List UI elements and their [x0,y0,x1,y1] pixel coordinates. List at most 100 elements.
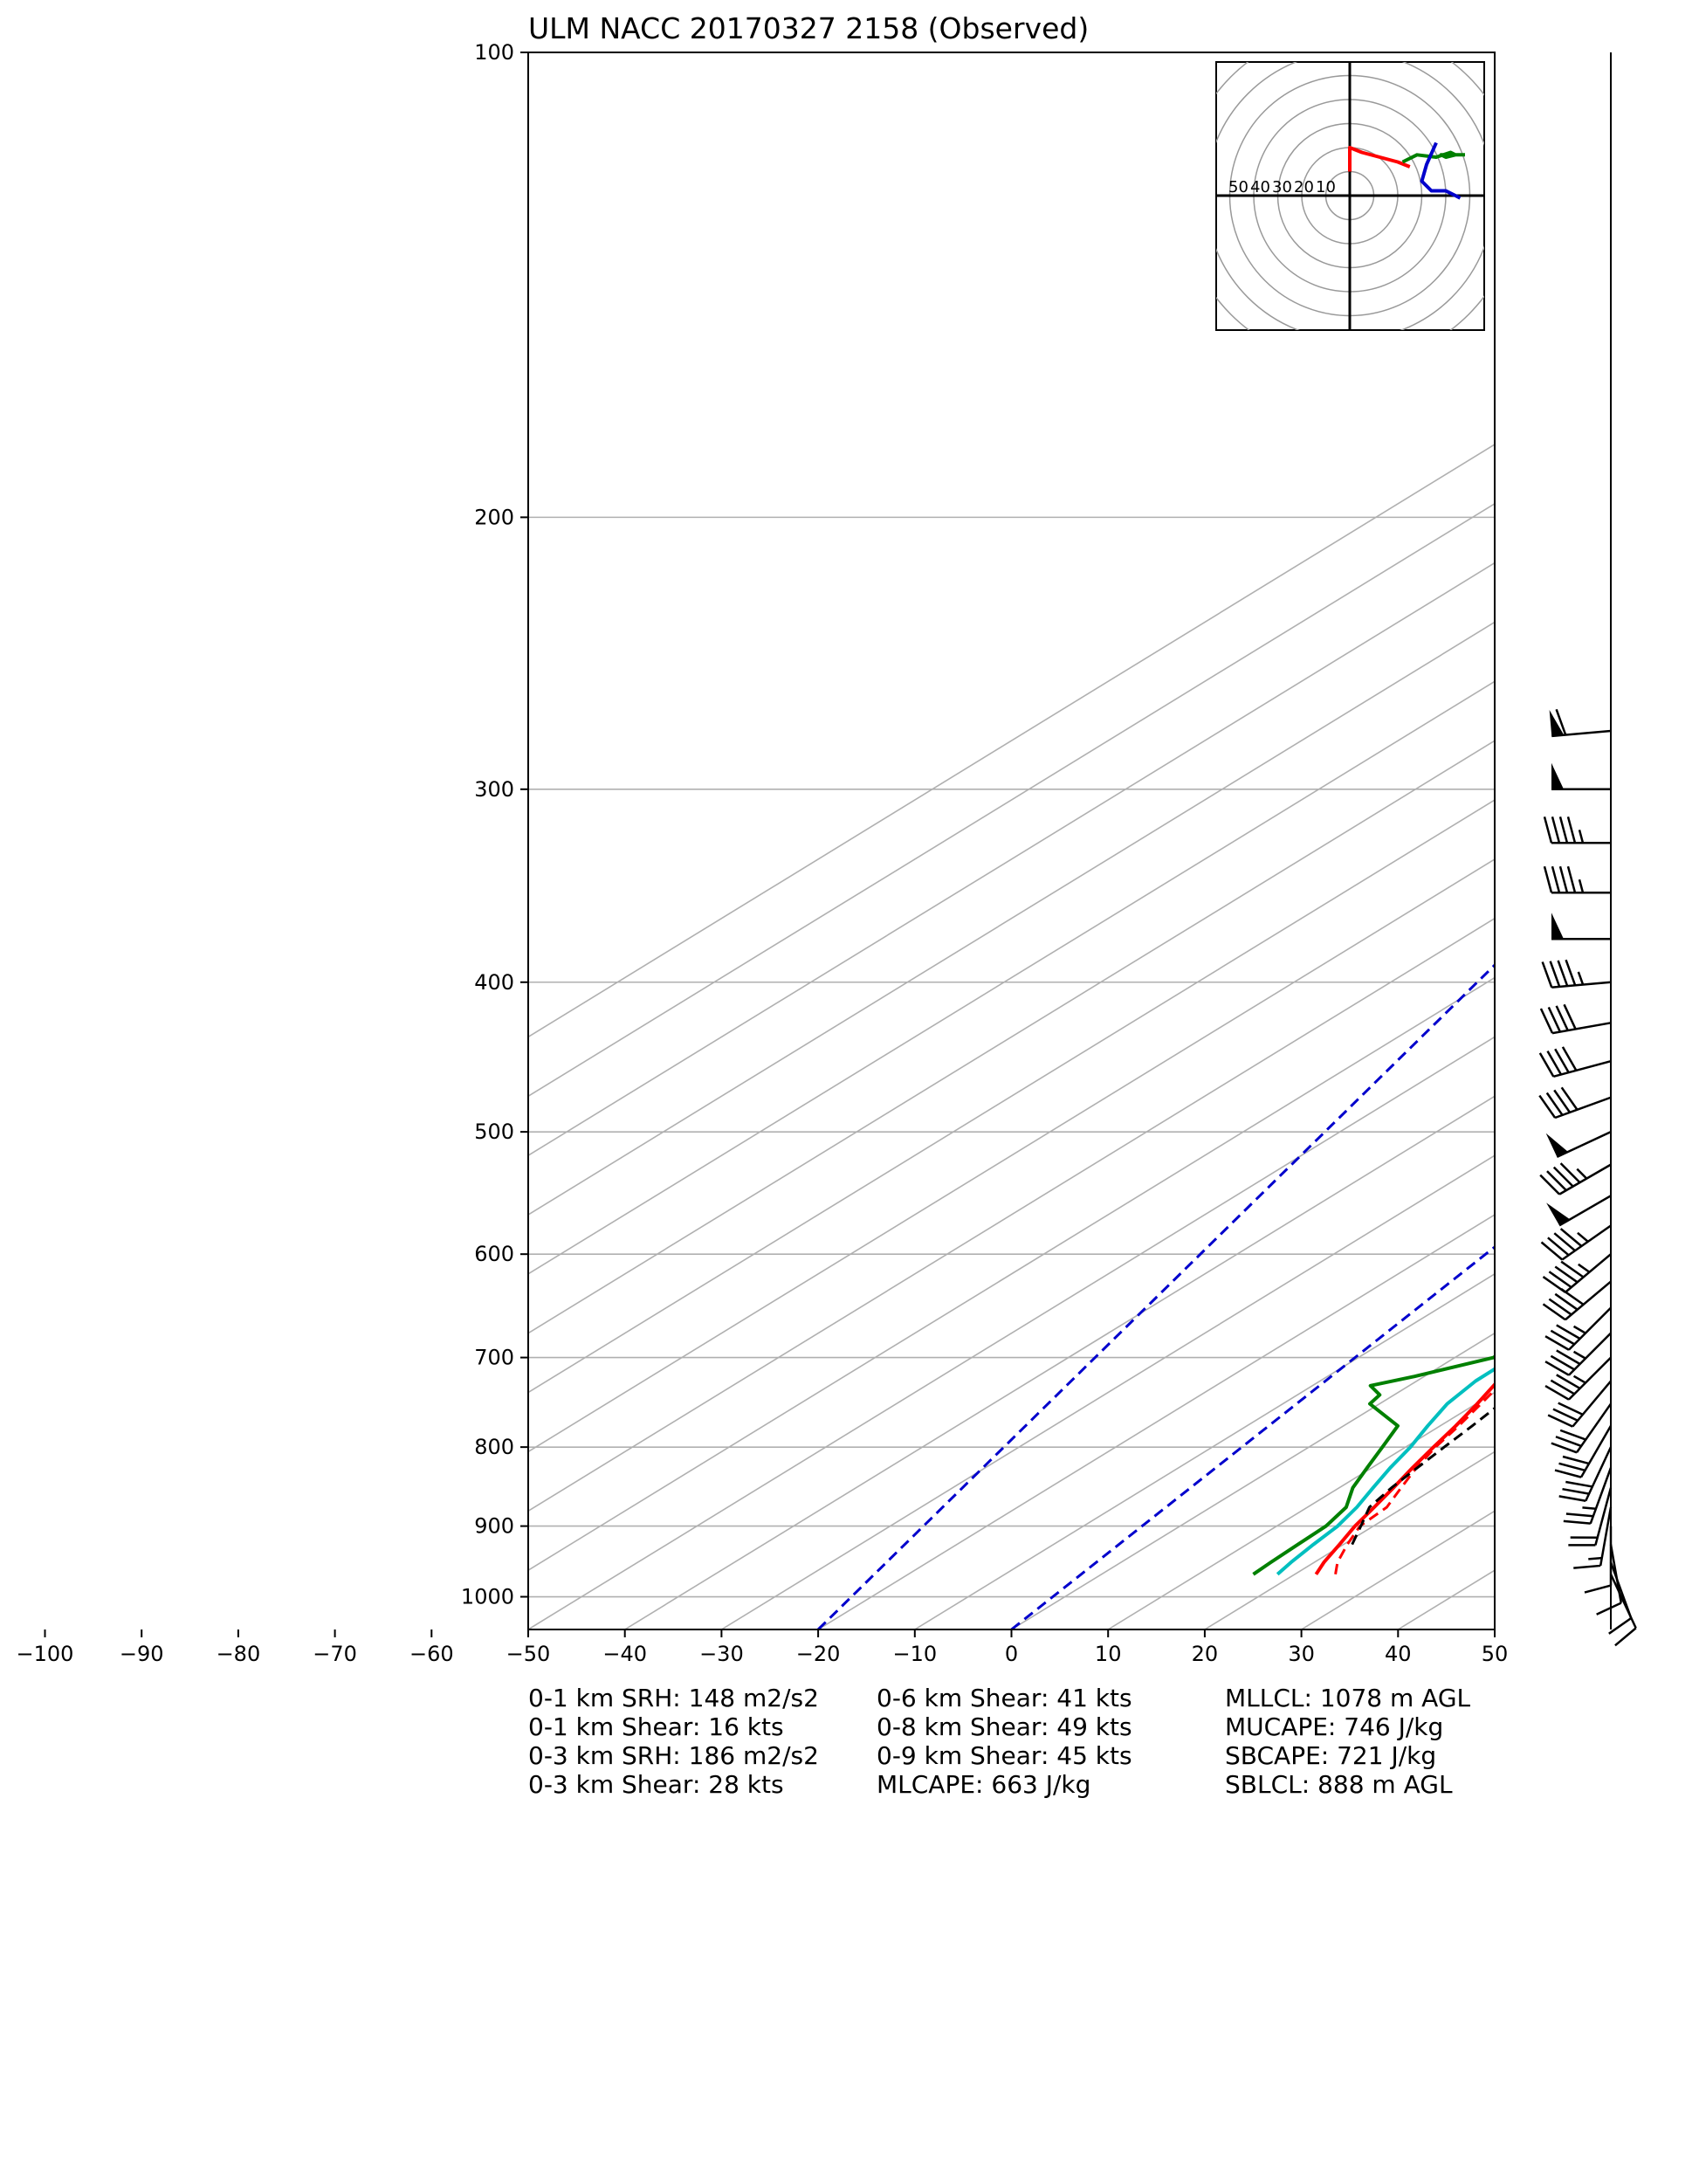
wind-barb-feather [1543,865,1553,893]
wind-barb-half-feather [1578,878,1585,893]
wind-barb [1554,1425,1613,1478]
pressure-tick-label: 200 [474,505,514,529]
wind-barb-feather [1546,1170,1567,1192]
wind-barb-feather [1555,708,1567,735]
wind-barb-feather [1544,1335,1570,1351]
stats-column-3: MLLCL: 1078 m AGL MUCAPE: 746 J/kg SBCAP… [1225,1684,1470,1799]
wind-barb [1538,1046,1612,1078]
grid-line-skewed [528,740,1495,1334]
wind-barb [1539,1162,1612,1195]
wind-barb-feather [1550,1329,1575,1346]
wind-barb-feather [1566,865,1577,893]
wind-barb [1558,1446,1613,1502]
wind-barb [1551,1402,1613,1454]
temperature-tick-label: −100 [17,1642,74,1666]
wind-barb-feather [1557,960,1569,987]
wind-barb-feather [1559,1162,1581,1184]
stat-shear-0-9: 0-9 km Shear: 45 kts [877,1741,1132,1770]
grid-line-skewed [528,502,1495,1098]
wind-barb-staff [1568,1332,1612,1376]
wind-barb-staff [1565,1253,1612,1293]
grid-line-skewed [528,917,1495,1512]
wind-barb [1563,1467,1613,1525]
wind-barb-feather [1540,1241,1564,1261]
wind-barb-feather [1539,1174,1560,1195]
wind-barb-feather [1554,1265,1579,1284]
hodograph-ring-label: 50 [1228,178,1248,196]
wind-barb [1540,1224,1612,1261]
grid-line-skewed [528,680,1495,1275]
wind-barb [1609,1574,1637,1647]
chart-title: ULM NACC 20170327 2158 (Observed) [528,11,1089,45]
wind-barb-feather [1538,1052,1555,1078]
hodograph-trace-1 [1401,150,1465,164]
stat-shear-0-3: 0-3 km Shear: 28 kts [528,1770,784,1799]
pressure-tick-label: 800 [474,1435,514,1459]
pressure-tick-label: 300 [474,777,514,802]
wind-barb-staff [1572,1380,1612,1428]
wind-barb-feather [1551,816,1561,844]
wind-barb [1539,1003,1612,1035]
grid-line-skewed [720,1154,1495,1629]
pressure-axis: 100 200 300 400 500 600 700 800 900 1000 [461,40,528,1609]
wind-barb [1546,1195,1612,1227]
wind-barb-feather [1558,865,1569,893]
wind-barb [1551,913,1611,940]
wind-barb [1542,1280,1612,1321]
pressure-tick-label: 400 [474,970,514,995]
wind-barb-half-feather [1572,1350,1586,1360]
wind-barb-feather [1614,1627,1637,1647]
wind-barb-feather [1565,1512,1593,1518]
temperature-tick-label: 0 [1005,1642,1018,1666]
wind-barb-feather [1562,1455,1590,1465]
wind-barb [1544,1332,1612,1376]
grid-line-skewed [528,858,1495,1453]
stat-mllcl: MLLCL: 1078 m AGL [1225,1684,1471,1712]
wind-barb-staff [1558,1195,1612,1227]
wind-barb-feather [1551,865,1561,893]
wind-barb-feather [1548,1298,1572,1316]
wind-barb-feather [1552,1166,1574,1188]
hodograph-trace-0 [1348,146,1411,172]
wind-barb-feather [1566,816,1577,844]
pressure-tick-label: 600 [474,1242,514,1266]
temperature-tick-label: −70 [313,1642,357,1666]
wind-barb-feather [1556,1349,1581,1366]
temperature-tick-label: −20 [796,1642,841,1666]
wind-barb-feather [1555,1005,1569,1031]
wind-barb-feather [1565,959,1577,986]
mixing-ratio-lines [817,963,1495,1629]
stat-shear-0-6: 0-6 km Shear: 41 kts [877,1684,1132,1712]
wind-barb [1573,1506,1613,1569]
wind-barb-half-feather [1572,1374,1586,1384]
wind-barb-feather [1547,1414,1573,1428]
wind-barb-staff [1554,1096,1612,1120]
temperature-tick-label: −40 [602,1642,647,1666]
wind-barb-feather [1547,1006,1562,1033]
wind-barb-feather [1550,1354,1575,1371]
stat-mucape: MUCAPE: 746 J/kg [1225,1712,1444,1741]
stat-mlcape: MLCAPE: 663 J/kg [877,1770,1091,1799]
hodograph-ring-label: 40 [1250,178,1270,196]
grid-line-skewed [1011,1332,1495,1629]
stat-shear-0-8: 0-8 km Shear: 49 kts [877,1712,1132,1741]
wind-barb-feather [1560,1288,1585,1306]
temperature-tick-label: −90 [120,1642,164,1666]
wind-barb-feather [1608,1617,1632,1635]
wind-barb-feather [1554,1292,1579,1311]
wind-barb-feather [1545,1092,1564,1116]
wind-barb [1543,816,1611,844]
wind-barb-staff [1585,1446,1613,1502]
wind-barb-staff [1599,1506,1613,1567]
wind-barb-feather [1544,1361,1570,1376]
wind-barb-feather [1546,1050,1563,1076]
wind-barb-staff [1589,1467,1613,1525]
wind-barb-feather [1584,1584,1612,1594]
wind-barb-feather [1559,1228,1583,1247]
wind-barb-feather [1562,1487,1590,1495]
stat-sblcl: SBLCL: 888 m AGL [1225,1770,1453,1799]
wind-barb-feather [1560,1086,1579,1111]
wind-barb-feather [1559,1429,1586,1441]
stats-column-1: 0-1 km SRH: 148 m2/s2 0-1 km Shear: 16 k… [528,1684,819,1799]
